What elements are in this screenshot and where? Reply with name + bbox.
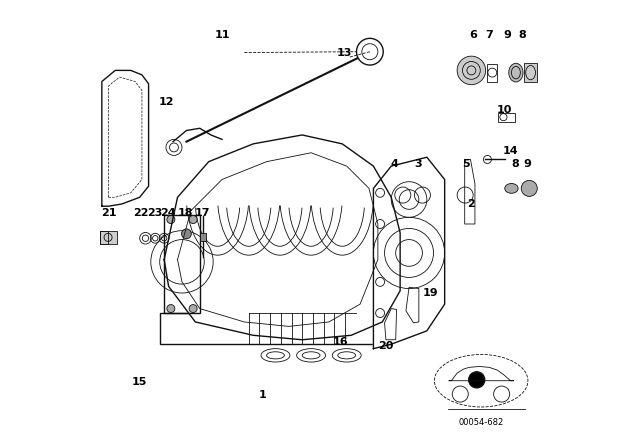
Text: 24: 24	[160, 208, 175, 218]
Text: 4: 4	[391, 159, 399, 169]
Polygon shape	[164, 135, 400, 340]
Text: 17: 17	[195, 208, 210, 218]
Text: 1: 1	[259, 390, 266, 401]
Text: 11: 11	[214, 30, 230, 40]
Text: 22: 22	[133, 208, 148, 218]
Text: 19: 19	[422, 288, 438, 298]
Text: 13: 13	[337, 47, 352, 58]
Text: 8: 8	[511, 159, 519, 169]
Ellipse shape	[509, 63, 523, 82]
Text: 10: 10	[497, 105, 513, 116]
Text: 9: 9	[503, 30, 511, 40]
Text: 12: 12	[159, 97, 174, 107]
Circle shape	[521, 181, 537, 196]
Text: 7: 7	[485, 30, 493, 40]
Text: 9: 9	[523, 159, 531, 169]
Text: 8: 8	[518, 30, 527, 40]
Text: 6: 6	[470, 30, 477, 40]
Circle shape	[189, 305, 197, 313]
Circle shape	[182, 229, 191, 239]
Circle shape	[457, 56, 486, 85]
FancyBboxPatch shape	[160, 313, 391, 344]
Text: 18: 18	[178, 208, 193, 218]
FancyBboxPatch shape	[100, 231, 116, 244]
Circle shape	[468, 372, 484, 388]
Text: 00054-682: 00054-682	[458, 418, 504, 426]
Circle shape	[167, 305, 175, 313]
Polygon shape	[373, 157, 445, 349]
Ellipse shape	[505, 184, 518, 193]
Text: 3: 3	[414, 159, 422, 169]
Text: 2: 2	[467, 199, 476, 209]
Circle shape	[167, 215, 175, 224]
Circle shape	[356, 39, 383, 65]
Text: 21: 21	[100, 208, 116, 218]
Text: 14: 14	[503, 146, 518, 155]
Polygon shape	[102, 70, 148, 206]
Text: 23: 23	[147, 208, 162, 218]
FancyBboxPatch shape	[200, 233, 206, 241]
Text: 16: 16	[332, 337, 348, 347]
Text: 5: 5	[462, 159, 470, 169]
Ellipse shape	[435, 354, 528, 407]
FancyBboxPatch shape	[524, 63, 537, 82]
Text: 20: 20	[378, 341, 394, 351]
Text: 15: 15	[132, 377, 147, 387]
Circle shape	[189, 215, 197, 224]
